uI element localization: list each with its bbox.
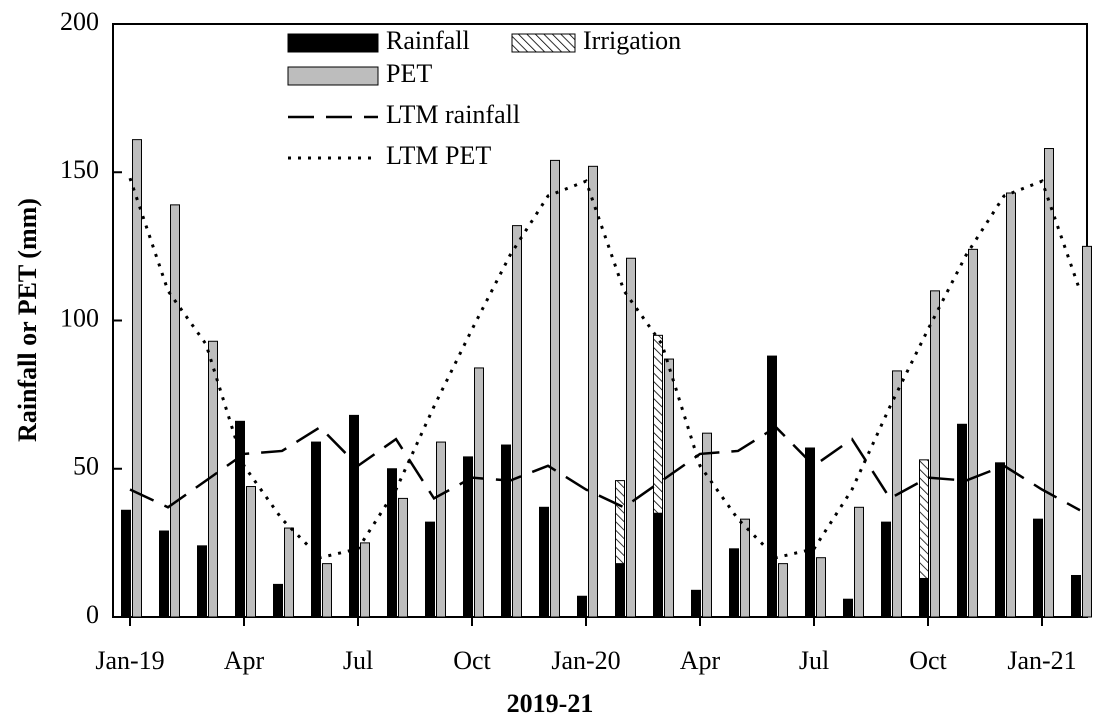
legend-label: LTM PET xyxy=(386,141,491,170)
bar xyxy=(436,441,446,618)
bar xyxy=(539,506,549,618)
bar xyxy=(311,441,321,618)
x-tick-label: Jul xyxy=(799,646,829,675)
bar xyxy=(854,506,864,618)
x-tick-label: Jul xyxy=(343,646,373,675)
legend-label: LTM rainfall xyxy=(386,100,520,129)
x-tick-label: Apr xyxy=(224,646,265,675)
irrigation-bar xyxy=(919,459,929,579)
x-tick-label: Jan-19 xyxy=(95,646,164,675)
plot-frame xyxy=(112,23,1088,618)
bar xyxy=(132,139,142,618)
bar xyxy=(425,521,435,618)
bar xyxy=(805,447,815,618)
bar xyxy=(349,414,359,618)
bar xyxy=(360,542,370,618)
line-series xyxy=(128,177,1082,560)
bar xyxy=(919,577,929,618)
bar xyxy=(159,530,169,618)
legend-swatch xyxy=(287,33,379,53)
bar xyxy=(881,521,891,618)
bar xyxy=(930,290,940,618)
bar xyxy=(615,563,625,618)
bar xyxy=(197,545,207,618)
bar xyxy=(588,165,598,618)
bar xyxy=(816,557,826,618)
bar xyxy=(463,456,473,618)
bar xyxy=(322,563,332,618)
x-tick-label: Oct xyxy=(453,646,491,675)
line-series xyxy=(129,425,1081,512)
bar xyxy=(284,527,294,618)
legend-swatch xyxy=(511,33,576,53)
x-tick-label: Apr xyxy=(680,646,721,675)
bar xyxy=(767,355,777,618)
x-tick-label: Oct xyxy=(909,646,947,675)
bar xyxy=(235,420,245,618)
y-tick-label: 50 xyxy=(73,452,99,481)
bar xyxy=(121,509,131,618)
bar xyxy=(1006,192,1016,618)
y-axis-title: Rainfall or PET (mm) xyxy=(13,198,42,442)
legend-label: PET xyxy=(386,59,432,88)
bar xyxy=(1071,574,1081,618)
bar xyxy=(246,486,256,618)
bar xyxy=(1044,148,1054,618)
legend-swatch xyxy=(287,66,379,86)
bar xyxy=(691,589,701,618)
legend-label: Irrigation xyxy=(583,26,681,55)
legend-label: Rainfall xyxy=(386,26,470,55)
bar xyxy=(702,432,712,618)
bar xyxy=(729,548,739,618)
bar xyxy=(387,468,397,618)
bar xyxy=(1033,518,1043,618)
x-tick-label: Jan-21 xyxy=(1007,646,1076,675)
bar xyxy=(550,159,560,618)
bar xyxy=(577,595,587,618)
bar xyxy=(778,563,788,618)
bar xyxy=(653,512,663,618)
bar xyxy=(398,497,408,618)
bar xyxy=(273,583,283,618)
x-tick-label: Jan-20 xyxy=(551,646,620,675)
bar xyxy=(740,518,750,618)
x-axis-title: 2019-21 xyxy=(507,689,594,718)
bar xyxy=(501,444,511,618)
bar xyxy=(843,598,853,618)
y-tick-label: 200 xyxy=(60,7,99,36)
bar xyxy=(995,462,1005,618)
bar xyxy=(968,248,978,618)
y-tick-label: 150 xyxy=(60,155,99,184)
y-tick-label: 0 xyxy=(86,600,99,629)
irrigation-bar xyxy=(653,334,663,514)
bar xyxy=(512,225,522,618)
irrigation-bar xyxy=(615,480,625,565)
bar xyxy=(664,358,674,618)
bar xyxy=(957,423,967,618)
bar xyxy=(626,257,636,618)
bar xyxy=(170,204,180,618)
y-tick-label: 100 xyxy=(60,303,99,332)
bar xyxy=(474,367,484,618)
bar xyxy=(1082,245,1092,618)
